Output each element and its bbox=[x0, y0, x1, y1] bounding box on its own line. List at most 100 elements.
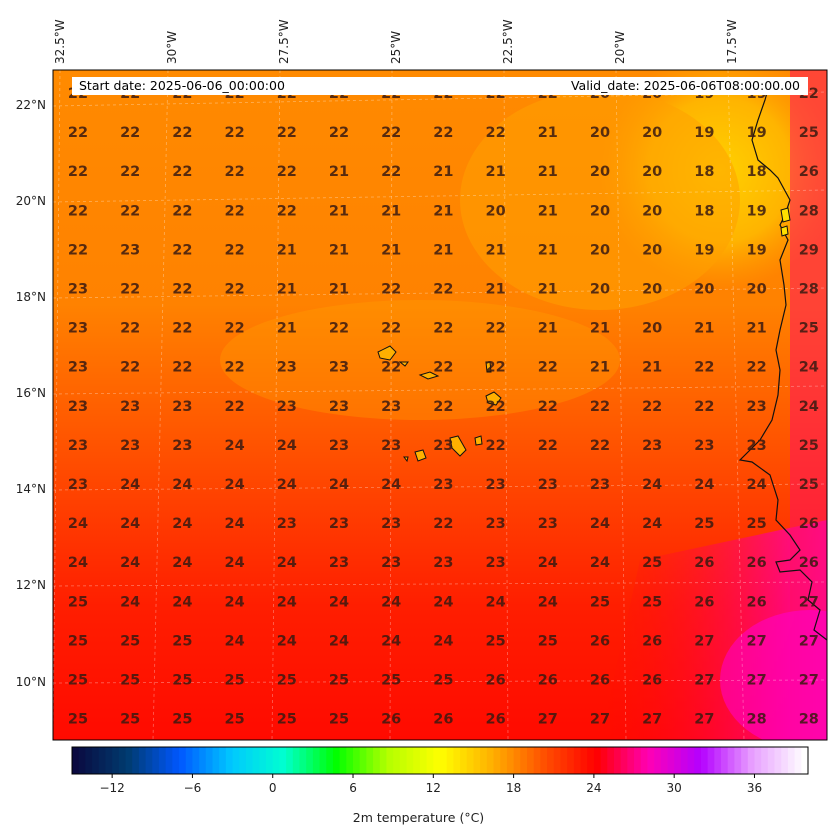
grid-value-label: 22 bbox=[433, 399, 453, 415]
island-fogo bbox=[414, 449, 427, 462]
colorbar-segment bbox=[734, 747, 742, 774]
grid-value-label: 21 bbox=[486, 164, 506, 180]
colorbar-segment bbox=[721, 747, 729, 774]
grid-value-label: 26 bbox=[747, 594, 767, 610]
grid-value-label: 22 bbox=[68, 203, 88, 219]
colorbar-segment bbox=[393, 747, 401, 774]
colorbar-segment bbox=[225, 747, 234, 774]
grid-value-label: 19 bbox=[747, 242, 767, 258]
grid-value-label: 23 bbox=[747, 438, 767, 454]
colorbar-segment bbox=[473, 747, 481, 774]
colorbar-segment bbox=[547, 747, 555, 774]
grid-value-label: 23 bbox=[68, 360, 88, 376]
coastal-islands bbox=[780, 207, 791, 237]
colorbar-segment bbox=[520, 747, 528, 774]
grid-value-label: 22 bbox=[225, 203, 245, 219]
grid-value-label: 24 bbox=[329, 477, 349, 493]
grid-value-label: 22 bbox=[538, 438, 558, 454]
colorbar-segment bbox=[245, 747, 254, 774]
grid-value-label: 18 bbox=[747, 164, 767, 180]
colorbar-segment bbox=[627, 747, 635, 774]
grid-value-label: 23 bbox=[486, 555, 506, 571]
grid-value-label: 21 bbox=[538, 125, 558, 141]
grid-value-label: 22 bbox=[381, 282, 401, 298]
grid-value-label: 22 bbox=[694, 399, 714, 415]
colorbar-segment bbox=[694, 747, 702, 774]
grid-value-label: 22 bbox=[225, 282, 245, 298]
colorbar-segment bbox=[92, 747, 100, 774]
grid-value-label: 20 bbox=[642, 125, 662, 141]
colorbar-segment bbox=[660, 747, 669, 774]
latitude-label: 18°N bbox=[15, 290, 46, 304]
grid-value-label: 26 bbox=[799, 164, 819, 180]
colorbar-segment bbox=[781, 747, 789, 774]
grid-value-label: 21 bbox=[329, 242, 349, 258]
grid-value-label: 23 bbox=[433, 555, 453, 571]
longitude-label: 22.5°W bbox=[501, 19, 515, 64]
colorbar-segment bbox=[212, 747, 220, 774]
grid-value-label: 21 bbox=[277, 242, 297, 258]
grid-value-label: 22 bbox=[277, 203, 297, 219]
grid-value-label: 23 bbox=[329, 555, 349, 571]
grid-value-label: 22 bbox=[172, 203, 192, 219]
grid-value-label: 20 bbox=[590, 242, 610, 258]
grid-value-label: 22 bbox=[433, 321, 453, 337]
colorbar-label: 2m temperature (°C) bbox=[352, 810, 485, 825]
grid-value-label: 22 bbox=[433, 360, 453, 376]
grid-value-label: 23 bbox=[381, 555, 401, 571]
grid-value-label: 26 bbox=[642, 633, 662, 649]
grid-value-label: 23 bbox=[642, 438, 662, 454]
grid-value-label: 26 bbox=[590, 673, 610, 689]
grid-value-label: 24 bbox=[538, 555, 558, 571]
grid-value-label: 22 bbox=[381, 164, 401, 180]
grid-value-label: 21 bbox=[486, 282, 506, 298]
island-brava bbox=[403, 456, 409, 463]
grid-value-label: 27 bbox=[590, 712, 610, 728]
grid-value-label: 24 bbox=[590, 555, 610, 571]
map-frame bbox=[52, 69, 828, 741]
colorbar-segment bbox=[654, 747, 662, 774]
colorbar-segment bbox=[98, 747, 107, 774]
grid-value-label: 21 bbox=[329, 164, 349, 180]
grid-value-label: 21 bbox=[486, 242, 506, 258]
colorbar-segment bbox=[172, 747, 180, 774]
colorbar-segment bbox=[747, 747, 756, 774]
grid-value-label: 23 bbox=[172, 438, 192, 454]
colorbar-tick-label: −6 bbox=[183, 781, 202, 795]
grid-value-label: 23 bbox=[590, 477, 610, 493]
valid-date: Valid_date: 2025-06-06T08:00:00.00 bbox=[570, 78, 800, 93]
grid-value-label: 18 bbox=[694, 203, 714, 219]
grid-value-label: 20 bbox=[642, 164, 662, 180]
grid-value-label: 22 bbox=[538, 360, 558, 376]
grid-value-label: 24 bbox=[433, 594, 453, 610]
grid-value-label: 22 bbox=[538, 399, 558, 415]
colorbar-segment bbox=[700, 747, 709, 774]
colorbar-segment bbox=[286, 747, 294, 774]
grid-value-label: 24 bbox=[120, 477, 140, 493]
colorbar-segment bbox=[513, 747, 521, 774]
latitude-label: 14°N bbox=[15, 482, 46, 496]
colorbar-segment bbox=[687, 747, 695, 774]
colorbar-segment bbox=[326, 747, 334, 774]
grid-value-label: 25 bbox=[68, 594, 88, 610]
grid-value-label: 18 bbox=[694, 164, 714, 180]
grid-value-label: 24 bbox=[433, 633, 453, 649]
grid-value-label: 22 bbox=[225, 125, 245, 141]
grid-value-label: 27 bbox=[799, 633, 819, 649]
grid-value-label: 26 bbox=[590, 633, 610, 649]
island-sao-vicente bbox=[398, 361, 409, 367]
colorbar-segment bbox=[399, 747, 408, 774]
grid-value-label: 22 bbox=[172, 360, 192, 376]
colorbar-segment bbox=[573, 747, 582, 774]
grid-value-label: 26 bbox=[799, 555, 819, 571]
grid-value-label: 24 bbox=[172, 555, 192, 571]
value-grid: 22 22 22 22 22 22 22 22 22 22 20 20 19 19 22 22 22 22 22 22… bbox=[68, 86, 819, 728]
grid-value-label: 20 bbox=[642, 282, 662, 298]
colorbar-segment bbox=[366, 747, 374, 774]
grid-value-label: 22 bbox=[68, 125, 88, 141]
graticule bbox=[53, 70, 827, 740]
colorbar-segment bbox=[279, 747, 287, 774]
grid-value-label: 20 bbox=[590, 164, 610, 180]
grid-value-label: 22 bbox=[172, 282, 192, 298]
longitude-label: 25°W bbox=[389, 30, 403, 64]
